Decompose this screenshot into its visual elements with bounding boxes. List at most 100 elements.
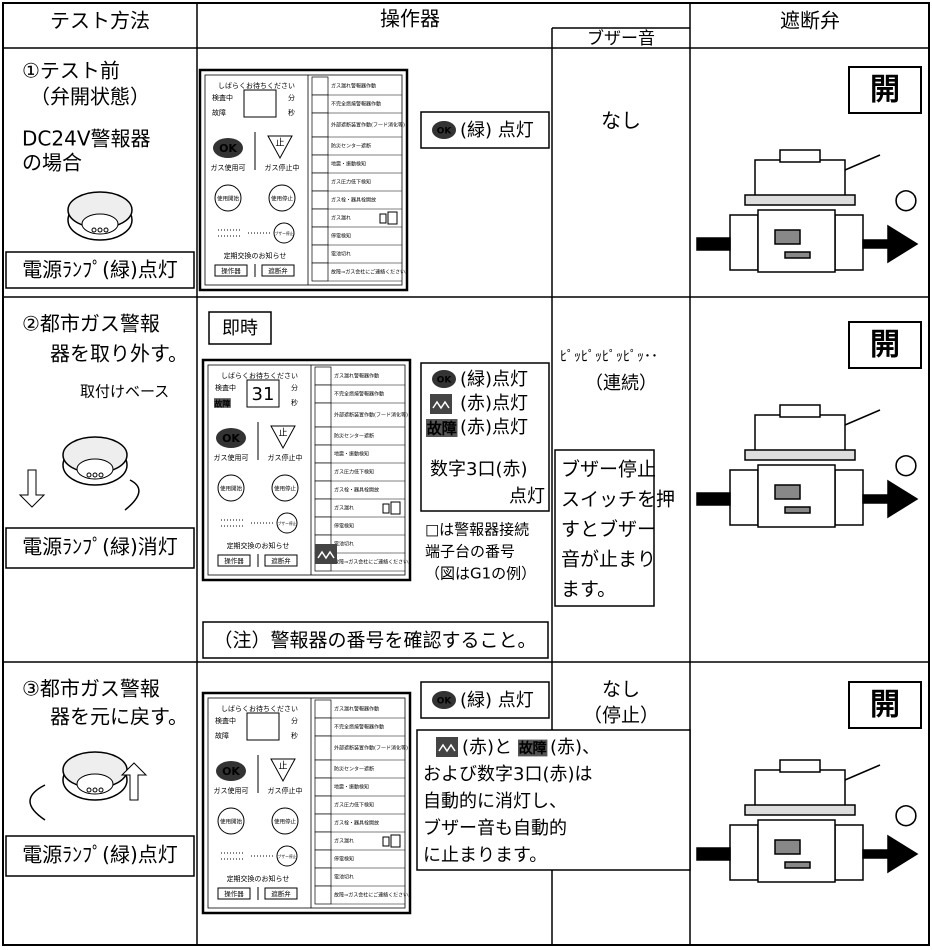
panel-text: 遮断弁 [268,266,288,275]
panel-text: ガス停止中 [268,453,303,462]
btn [214,264,248,277]
panel-text: 検査中 [212,93,233,102]
text: （連続） [585,373,657,394]
text: 器を元に戻す。 [50,705,188,729]
valve-part [887,224,919,264]
panel-text: 検査中 [215,716,236,725]
valve-part [729,824,759,881]
btn [264,554,298,567]
text: ブザー停止 [561,458,656,481]
detector-led [103,227,109,233]
valve [696,759,919,883]
valve-part [729,214,759,271]
item-lamp [314,813,332,833]
text: ①テスト前 [22,59,120,83]
display [246,712,280,741]
detector-led [92,472,98,478]
text: ③都市ガス警報 [22,677,160,701]
stop-tri [270,425,296,450]
panel-text: 操作器 [221,266,241,275]
item-lamp [311,190,329,210]
panel-item: 地震・振動検知 [334,451,369,458]
valve-part [862,849,889,859]
item-lamp [314,384,332,404]
text: テスト方法 [50,9,150,33]
panel-text: 操作器 [224,889,244,898]
panel-item: 地震・振動検知 [331,161,366,168]
mini [390,834,401,848]
panel-text: 故障 [215,731,229,740]
text: 開 [870,328,900,363]
panel-text: 定期交換のお知らせ [227,541,290,550]
item-lamp [314,795,332,815]
valve-part [696,492,731,506]
valve-part [774,839,801,855]
valve-part [844,409,881,426]
text: (緑) 点灯 [460,690,534,711]
quake-wave [317,550,335,560]
item-lamp [314,831,332,851]
panel-text: ガス停止中 [268,786,303,795]
item-lamp [314,867,332,887]
panel-text: 止 [278,760,287,772]
buzzer-button [276,845,298,867]
box [5,251,195,289]
text: 故障 [214,399,230,409]
panel-item: 外部遮断装置作動(フード消化等) [334,745,408,752]
detector-led [98,472,104,478]
detector-led [97,227,103,233]
quake-icon [430,394,452,414]
box [5,835,195,877]
panel-text: 秒 [288,108,295,117]
use-button [214,184,242,212]
text: なし [602,679,640,701]
item-lamp [311,172,329,192]
panel-item: 故障⇒ガス会社にご連絡ください。 [334,892,413,899]
arrow-down [18,469,46,508]
text: 開 [870,688,900,723]
text: （停止） [583,705,659,727]
panel-text: 故障 [212,108,226,117]
panel-item: ガス漏れ [334,838,354,845]
item-lamp [311,112,329,138]
valve-part [779,759,821,773]
mini [382,503,390,514]
text: 取付けベース [80,383,169,401]
valve-part [779,149,821,163]
item-lamp [314,777,332,797]
panel-text: 分 [291,716,298,725]
text: □は警報器接続 [425,521,529,539]
text: ﾋﾟｯﾋﾟｯﾋﾟｯﾋﾟｯ･･ [560,349,658,365]
text: 電源ﾗﾝﾌﾟ(緑)点灯 [22,843,178,867]
panel-frame [201,691,412,915]
item-lamp [314,885,332,905]
text: 遮断弁 [780,9,840,33]
valve-part [744,194,856,206]
panel-text: ブザー停止 [275,231,294,236]
panel-text: ブザー停止 [278,521,297,526]
panel-item: ガス圧力低下検知 [334,802,374,809]
item-lamp [311,262,329,282]
panel-item: 電池切れ [334,874,354,881]
text: 自動的に消灯し、 [423,791,567,812]
item-lamp [314,498,332,518]
detector-face [81,213,119,235]
quake-wave [432,400,450,410]
fault-icon [426,419,458,437]
panel-text: 遮断弁 [271,556,291,565]
ok-button [216,761,246,781]
item-lamp [314,480,332,500]
panel-item: ガス漏れ警報器作動 [334,706,379,713]
panel-item: 電池切れ [334,541,354,548]
text: スイッチを押 [561,489,675,511]
text: (赤)点灯 [460,393,528,414]
panel-text: 止 [275,137,284,149]
mini [379,213,387,224]
display [246,379,280,408]
panel-item: ガス圧力低下検知 [334,469,374,476]
quake-icon [315,544,337,564]
valve-part [774,484,801,500]
valve-part [784,251,811,259]
ok-icon [432,370,456,388]
